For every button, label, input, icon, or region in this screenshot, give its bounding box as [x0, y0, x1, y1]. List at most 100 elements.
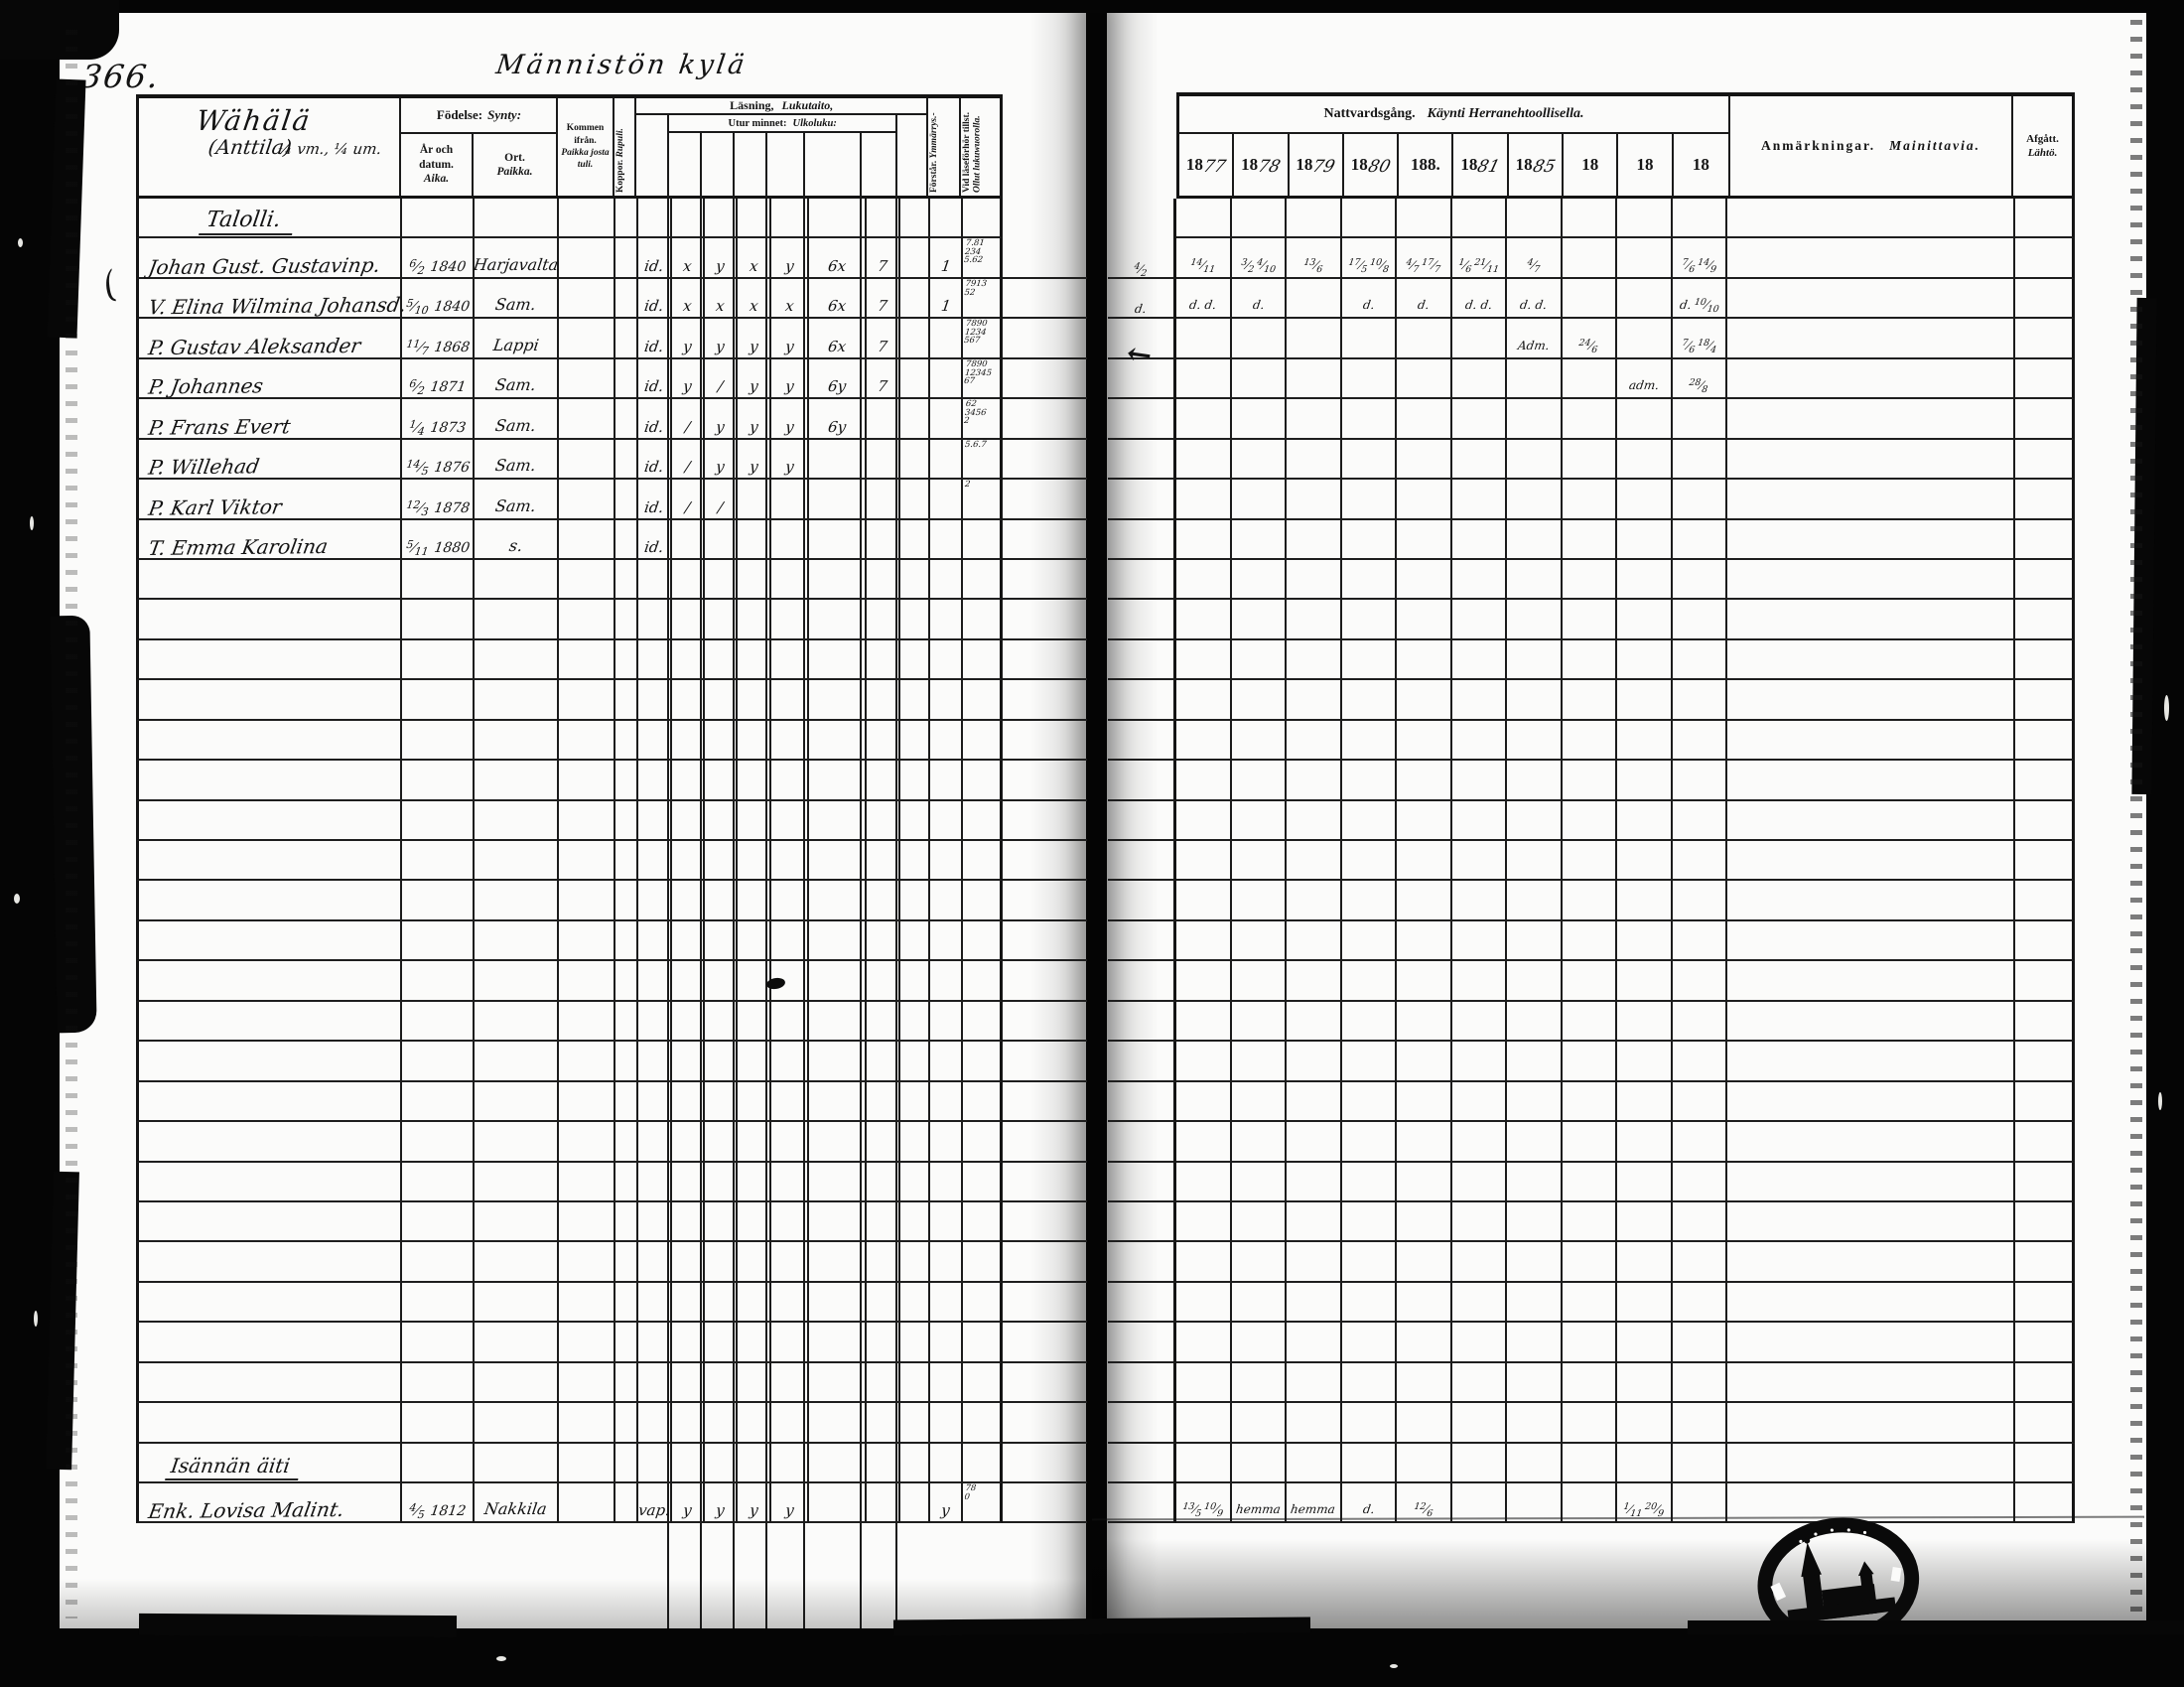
departed-cell: [2015, 1323, 2075, 1363]
record-row-right-18: [1108, 920, 2075, 962]
birth-date-cell: [402, 1201, 475, 1243]
spors-mark-cell: [809, 680, 867, 721]
communion-cell-8: [1562, 238, 1617, 279]
record-row-left-4: P. Johannes 6⁄2 1871 Sam. id. y / y y 6y 7 7890 123…: [136, 358, 1087, 400]
communion-cell-6: [1451, 1081, 1507, 1123]
birth-place-cell: [475, 1323, 559, 1363]
abc-mark-cell: [672, 1122, 705, 1163]
record-row-left-17: [136, 881, 1087, 921]
spors-mark-cell: [809, 519, 867, 560]
communion-cell-8: [1562, 1403, 1617, 1444]
record-row-right-3: Adm. 24⁄6 7⁄618⁄4: [1108, 319, 2075, 359]
forstar-mark-cell: 1: [930, 278, 963, 320]
communion-cell-8: [1562, 600, 1617, 640]
koppor-mark-cell: [615, 1443, 638, 1483]
bibl-mark-cell: [900, 720, 930, 762]
ibok-mark-cell: [638, 1042, 672, 1082]
remarks-cell: [1727, 680, 2015, 721]
tunnust-mark-cell: x: [738, 278, 771, 320]
right-page-margin-cell: [1108, 639, 1176, 681]
name-cell: [136, 600, 402, 640]
luth-mark-cell: [705, 1282, 738, 1324]
tunnust-mark-cell: x: [738, 238, 771, 279]
came-from-cell: [559, 800, 615, 841]
remarks-cell: [1727, 720, 2015, 762]
communion-cell-4: [1341, 1081, 1397, 1123]
communion-cell-4: [1341, 720, 1397, 762]
spors-mark-cell: [809, 1242, 867, 1283]
communion-cell-7: [1507, 1242, 1563, 1283]
examination-years-cell: [963, 1122, 1003, 1163]
koppor-mark-cell: [615, 761, 638, 801]
koppor-mark-cell: [615, 961, 638, 1002]
symbol-header: A. Symb.: [767, 133, 805, 1687]
abc-mark-cell: [672, 1282, 705, 1324]
communion-cell-5: [1397, 1242, 1452, 1283]
symb-mark-cell: [771, 800, 809, 841]
came-from-cell: [559, 1323, 615, 1363]
year-column-10: 18: [1692, 155, 1709, 174]
bibl-mark-cell: [900, 800, 930, 841]
birth-place-cell: Sam.: [475, 399, 559, 440]
birth-place-cell: [475, 1081, 559, 1123]
right-page-margin-cell: [1108, 1403, 1176, 1444]
forstar-mark-cell: [930, 319, 963, 359]
examination-years-cell: 7913 52: [963, 278, 1003, 320]
communion-cell-1: [1176, 881, 1232, 921]
birth-date-cell: [402, 600, 475, 640]
communion-cell-4: [1341, 1001, 1397, 1043]
tunnust-mark-cell: [738, 1242, 771, 1283]
remarks-cell: [1727, 600, 2015, 640]
communion-cell-9: [1617, 439, 1673, 481]
communion-cell-10: 7⁄618⁄4: [1672, 319, 1727, 359]
communion-cell-1: [1176, 1201, 1232, 1243]
remarks-cell: [1727, 761, 2015, 801]
abc-mark-cell: x: [672, 238, 705, 279]
communion-cell-8: [1562, 1122, 1617, 1163]
luth-mark-cell: y: [705, 238, 738, 279]
communion-cell-2: [1231, 841, 1287, 882]
left-page-margin-cell: [1003, 1122, 1087, 1163]
forstar-mark-cell: [930, 1162, 963, 1202]
remarks-cell: [1727, 1042, 2015, 1082]
tunnust-mark-cell: [738, 1201, 771, 1243]
birth-date-cell: [402, 559, 475, 601]
luth-mark-cell: [705, 559, 738, 601]
communion-cell-9: [1617, 600, 1673, 640]
record-row-left-20: [136, 1001, 1087, 1043]
communion-cell-9: [1617, 639, 1673, 681]
tunnust-mark-cell: [738, 720, 771, 762]
departed-cell: [2015, 1403, 2075, 1444]
birth-date-cell: [402, 1162, 475, 1202]
name-cell: [136, 559, 402, 601]
communion-cell-5: [1397, 439, 1452, 481]
luth-mark-cell: [705, 519, 738, 560]
communion-cell-3: [1287, 358, 1342, 400]
communion-cell-6: d. d.: [1451, 278, 1507, 320]
communion-cell-3: [1287, 319, 1342, 359]
communion-cell-5: d.: [1397, 278, 1452, 320]
communion-cell-8: [1562, 1162, 1617, 1202]
record-row-right-27: [1108, 1282, 2075, 1324]
abc-mark-cell: [672, 639, 705, 681]
communion-cell-9: [1617, 519, 1673, 560]
communion-cell-10: [1672, 519, 1727, 560]
remarks-cell: [1727, 1001, 2015, 1043]
spors-mark-cell: [809, 1323, 867, 1363]
record-row-left-21: [136, 1042, 1087, 1082]
koppor-mark-cell: [615, 238, 638, 279]
record-row-right-11: [1108, 639, 2075, 681]
name-cell: V. Elina Wilmina Johansd.: [136, 278, 408, 320]
name-cell: [136, 961, 402, 1002]
communion-cell-2: [1231, 1162, 1287, 1202]
communion-cell-7: [1507, 1001, 1563, 1043]
communion-cell-7: d. d.: [1507, 278, 1563, 320]
communion-cell-2: [1231, 399, 1287, 440]
koppor-mark-cell: [615, 1282, 638, 1324]
communion-cell-3: [1287, 1362, 1342, 1404]
communion-cell-2: [1231, 720, 1287, 762]
left-page-margin-cell: [1003, 1444, 1087, 1483]
left-page-margin-cell: [1003, 841, 1087, 882]
communion-cell-4: [1341, 680, 1397, 721]
communion-cell-6: [1451, 1443, 1507, 1483]
